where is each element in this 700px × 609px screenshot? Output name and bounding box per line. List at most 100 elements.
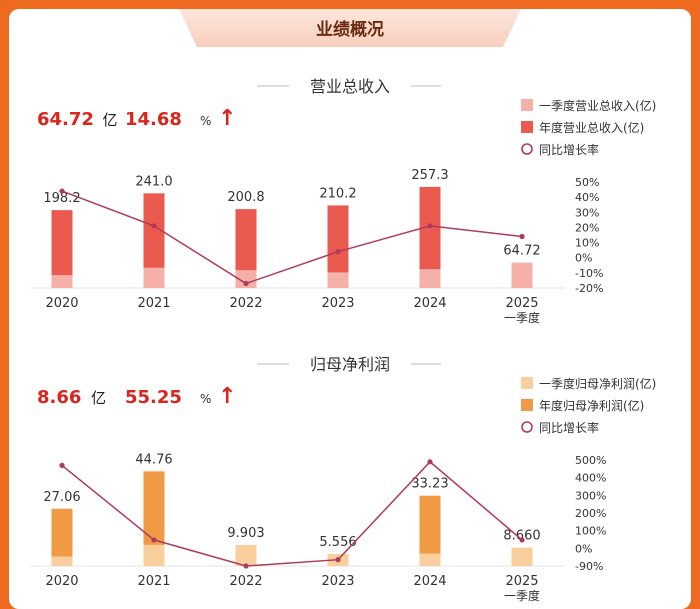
net-profit-bar-q1-2024	[419, 553, 441, 566]
revenue-bar-annual-2024	[419, 186, 441, 288]
net-profit-x-sublabel: 一季度	[504, 588, 540, 603]
revenue-growth-point-2025	[519, 233, 525, 240]
revenue-headline-value: 64.72	[37, 109, 94, 130]
net-profit-bar-q1-2022	[235, 545, 257, 566]
revenue-legend-q1-swatch	[521, 99, 533, 111]
revenue-x-sublabel: 一季度	[504, 310, 540, 325]
net-profit-x-tick: 2023	[321, 574, 354, 589]
net-profit-right-tick: 300%	[575, 489, 606, 502]
net-profit-growth-point-2022	[243, 563, 249, 569]
revenue-right-tick: 50%	[575, 176, 599, 189]
revenue-legend-year-swatch	[521, 121, 533, 133]
revenue-headline-unit: 亿	[103, 111, 118, 129]
net-profit-bar-q1-2025	[511, 547, 533, 566]
net-profit-legend-q1-label: 一季度归母净利润(亿)	[539, 376, 656, 391]
net-profit-growth-point-2021	[151, 537, 157, 543]
net-profit-right-tick: 400%	[575, 472, 606, 485]
revenue-bar-q1-2021	[143, 267, 165, 288]
title-banner: 业绩概况	[179, 9, 521, 47]
revenue-bar-annual-2022	[235, 209, 257, 288]
revenue-bar-q1-2022	[235, 270, 257, 288]
revenue-data-label: 64.72	[503, 244, 540, 259]
net-profit-headline-pct: %	[200, 392, 211, 406]
net-profit-legend-year-swatch	[521, 399, 533, 411]
performance-panel: 业绩概况 营业总收入 64.72 亿 14.68% ↑ 一季度营业总收入(亿) 年度营业总收…	[9, 9, 691, 609]
net-profit-x-tick: 2021	[137, 574, 170, 589]
revenue-data-label: 200.8	[227, 190, 264, 205]
revenue-right-tick: -10%	[575, 267, 603, 280]
net-profit-legend-growth-marker	[521, 421, 533, 433]
net-profit-bar-annual-2021	[143, 471, 165, 566]
net-profit-right-tick: 500%	[575, 454, 606, 467]
net-profit-headline-arrow: ↑	[218, 384, 236, 409]
net-profit-growth-point-2025	[519, 537, 525, 543]
net-profit-growth-point-2024	[427, 459, 433, 465]
revenue-right-tick: 20%	[575, 221, 599, 234]
revenue-bar-q1-2024	[419, 269, 441, 288]
revenue-growth-point-2020	[59, 188, 65, 194]
revenue-x-tick: 2024	[413, 296, 446, 311]
net-profit-right-tick: -90%	[575, 560, 603, 573]
net-profit-legend-q1-swatch	[521, 377, 533, 389]
title-banner-shape	[179, 9, 521, 47]
net-profit-growth-point-2023	[335, 557, 341, 563]
revenue-growth-line	[61, 190, 523, 285]
net-profit-right-tick: 0%	[575, 542, 592, 555]
revenue-right-tick: 30%	[575, 206, 599, 219]
net-profit-x-tick: 2020	[45, 574, 78, 589]
revenue-data-label: 257.3	[411, 168, 448, 183]
net-profit-legend-year-label: 年度归母净利润(亿)	[539, 398, 644, 413]
net-profit-right-tick: 200%	[575, 507, 606, 520]
revenue-data-label: 241.0	[135, 174, 172, 189]
revenue-bar-q1-2020	[51, 275, 73, 288]
revenue-headline-pct: %	[200, 114, 211, 128]
net-profit-data-label: 5.556	[319, 535, 356, 550]
net-profit-headline-growth: 55.25	[125, 387, 182, 408]
revenue-legend-growth-marker	[521, 143, 533, 155]
net-profit-growth-line	[61, 460, 523, 567]
net-profit-x-tick: 2024	[413, 574, 446, 589]
revenue-headline-growth: 14.68	[125, 109, 182, 130]
revenue-title: 营业总收入	[310, 77, 390, 96]
net-profit-headline-unit: 亿	[91, 389, 106, 407]
net-profit-bar-q1-2021	[143, 544, 165, 566]
net-profit-x-tick: 2025	[505, 574, 538, 589]
revenue-right-tick: 0%	[575, 252, 592, 265]
net-profit-legend-growth-label: 同比增长率	[539, 420, 599, 435]
revenue-bar-annual-2021	[143, 193, 165, 288]
net-profit-data-label: 27.06	[43, 490, 80, 505]
net-profit-chart: 归母净利润 8.66 亿 55.25% ↑ 一季度归母净利润(亿) 年度归母净利润(亿) 同比…	[31, 355, 656, 603]
net-profit-data-label: 44.76	[135, 452, 172, 467]
revenue-bar-q1-2025	[511, 262, 533, 288]
revenue-legend-growth-label: 同比增长率	[539, 142, 599, 157]
net-profit-bar-annual-2020	[51, 508, 73, 566]
revenue-x-tick: 2025	[505, 296, 538, 311]
revenue-bar-annual-2020	[51, 210, 73, 288]
net-profit-x-tick: 2022	[229, 574, 262, 589]
net-profit-data-label: 9.903	[227, 526, 264, 541]
net-profit-headline-value: 8.66	[37, 387, 81, 408]
revenue-legend-q1-label: 一季度营业总收入(亿)	[539, 98, 656, 113]
net-profit-data-label: 33.23	[411, 477, 448, 492]
net-profit-bar-q1-2020	[51, 556, 73, 566]
revenue-x-tick: 2023	[321, 296, 354, 311]
revenue-growth-point-2024	[427, 223, 433, 229]
revenue-headline-arrow: ↑	[218, 106, 236, 131]
revenue-bar-q1-2023	[327, 272, 349, 288]
revenue-x-tick: 2022	[229, 296, 262, 311]
revenue-data-label: 210.2	[319, 186, 356, 201]
net-profit-right-tick: 100%	[575, 525, 606, 538]
net-profit-growth-point-2020	[59, 462, 65, 468]
revenue-growth-point-2022	[243, 280, 249, 287]
revenue-x-tick: 2021	[137, 296, 170, 311]
net-profit-bar-annual-2024	[419, 495, 441, 566]
revenue-right-tick: 40%	[575, 191, 599, 204]
net-profit-title: 归母净利润	[310, 355, 390, 374]
revenue-chart: 营业总收入 64.72 亿 14.68% ↑ 一季度营业总收入(亿) 年度营业总收入(亿) 同…	[31, 77, 656, 325]
page-title: 业绩概况	[316, 19, 384, 40]
revenue-right-tick: 10%	[575, 237, 599, 250]
revenue-growth-point-2021	[151, 223, 157, 229]
revenue-right-tick: -20%	[575, 282, 603, 295]
revenue-growth-point-2023	[335, 249, 341, 255]
revenue-x-tick: 2020	[45, 296, 78, 311]
